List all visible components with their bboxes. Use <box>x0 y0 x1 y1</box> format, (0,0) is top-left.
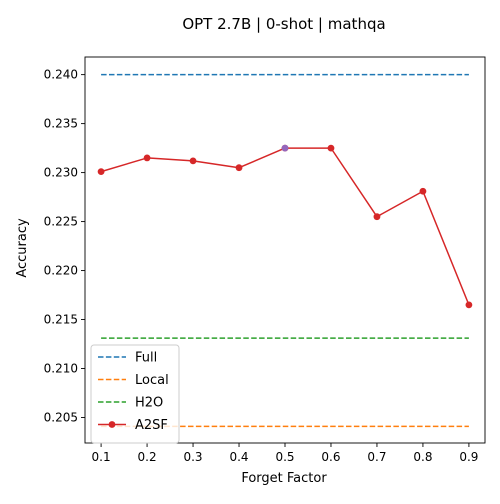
data-point-a2sf <box>327 144 335 152</box>
y-tick-label: 0.215 <box>44 313 78 327</box>
data-point-a2sf <box>143 154 151 162</box>
x-tick-label: 0.8 <box>413 450 432 464</box>
legend-box <box>90 344 180 444</box>
y-tick-label: 0.225 <box>44 215 78 229</box>
data-point-a2sf <box>419 187 427 195</box>
x-tick-label: 0.6 <box>321 450 340 464</box>
legend-label-local: Local <box>135 373 169 388</box>
data-point-a2sf <box>235 164 243 172</box>
data-point-a2sf <box>97 168 105 176</box>
x-tick-label: 0.3 <box>183 450 202 464</box>
data-point-a2sf <box>373 213 381 221</box>
legend-label-h2o: H2O <box>135 396 163 411</box>
data-point-a2sf <box>465 301 473 309</box>
y-tick-label: 0.210 <box>44 362 78 376</box>
legend-marker-a2sf <box>108 421 116 428</box>
legend-label-a2sf: A2SF <box>135 418 168 433</box>
x-tick-label: 0.5 <box>275 450 294 464</box>
x-tick-label: 0.7 <box>367 450 386 464</box>
x-axis-label: Forget Factor <box>241 471 327 486</box>
data-point-a2sf <box>189 157 197 165</box>
axes-layer: 0.1 0.2 0.3 0.4 0.5 0.6 0.7 0.8 0.9 0.205 0.210 0.2… <box>44 56 486 464</box>
chart-title: OPT 2.7B | 0-shot | mathqa <box>182 15 385 33</box>
y-tick-label: 0.220 <box>44 264 78 278</box>
plot-layer <box>97 73 473 428</box>
y-tick-label: 0.240 <box>44 68 78 82</box>
highlighted-data-point <box>281 144 289 152</box>
x-tick-label: 0.1 <box>92 450 111 464</box>
y-tick-label: 0.205 <box>44 411 78 425</box>
x-tick-label: 0.9 <box>459 450 478 464</box>
legend-label-full: Full <box>135 351 157 366</box>
y-tick-label: 0.230 <box>44 166 78 180</box>
legend: Full Local H2O A2SF <box>90 344 180 444</box>
y-axis-label: Accuracy <box>15 218 30 278</box>
x-tick-label: 0.2 <box>138 450 157 464</box>
x-tick-label: 0.4 <box>229 450 248 464</box>
y-tick-label: 0.235 <box>44 117 78 131</box>
